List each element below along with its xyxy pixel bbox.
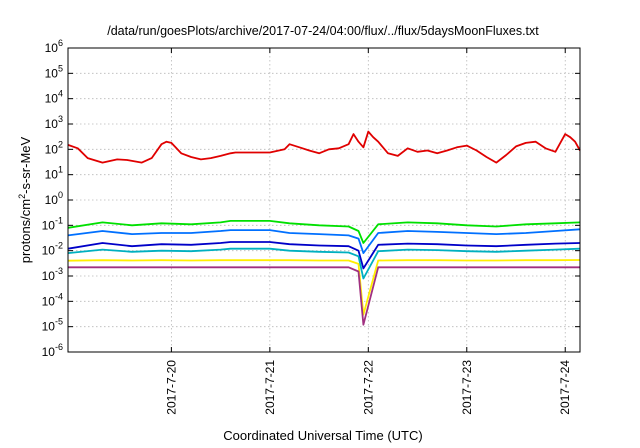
- series-line-4: [67, 241, 581, 270]
- y-axis-label-exponent: 2: [17, 194, 27, 199]
- y-axis-label-unit: -s-sr-MeV: [18, 136, 33, 193]
- chart-title: /data/run/goesPlots/archive/2017-07-24/0…: [107, 24, 539, 38]
- x-tick-label: 2017-7-23: [460, 360, 474, 415]
- y-axis-label-main: protons/cm: [18, 199, 33, 263]
- x-tick-label: 2017-7-20: [164, 360, 178, 415]
- y-axis-label: protons/cm2-s-sr-MeV: [17, 136, 33, 263]
- grid: [68, 48, 580, 352]
- x-axis-label: Coordinated Universal Time (UTC): [223, 428, 422, 443]
- series-line-6: [67, 259, 581, 316]
- axis-ticks: 10-6 10-5 10-4 10-3 10-2 10-1 100 101 102 103 104 1…: [42, 38, 580, 415]
- series-line-1: [67, 130, 581, 164]
- series-line-3: [67, 228, 581, 255]
- y-tick-label: 106: [45, 38, 63, 55]
- y-tick-label: 10-2: [42, 241, 63, 258]
- x-tick-label: 2017-7-24: [558, 360, 572, 415]
- series-line-5: [67, 247, 581, 280]
- x-tick-label: 2017-7-22: [361, 360, 375, 415]
- y-tick-label: 102: [45, 139, 63, 156]
- y-tick-label: 105: [45, 63, 63, 80]
- series-line-7: [68, 266, 580, 326]
- y-tick-label: 103: [45, 114, 63, 131]
- x-tick-label: 2017-7-21: [263, 360, 277, 415]
- y-tick-label: 10-5: [42, 317, 63, 334]
- y-tick-label: 10-6: [42, 342, 63, 359]
- y-tick-label: 10-1: [42, 215, 63, 232]
- series-line-2: [67, 219, 581, 244]
- y-tick-label: 10-4: [42, 291, 63, 308]
- y-tick-label: 10-3: [42, 266, 63, 283]
- y-tick-label: 101: [45, 165, 63, 182]
- y-tick-label: 100: [45, 190, 63, 207]
- svg-text:protons/cm2-s-sr-MeV: protons/cm2-s-sr-MeV: [17, 136, 33, 263]
- y-tick-label: 104: [45, 89, 63, 106]
- series-group: [67, 130, 581, 326]
